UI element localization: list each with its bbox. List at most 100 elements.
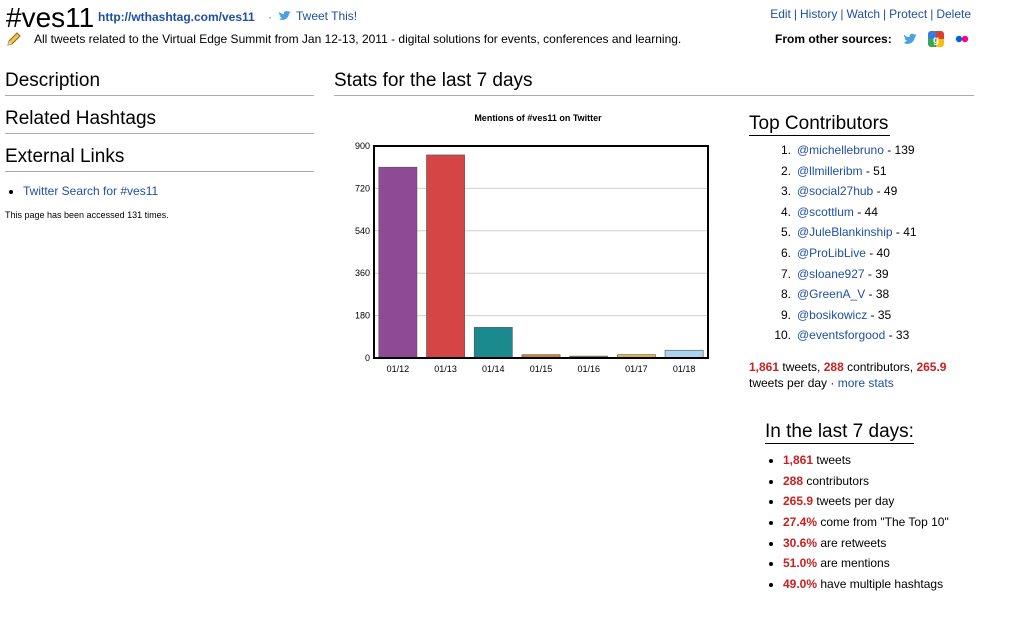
stat-item: 51.0% are mentions: [783, 553, 985, 574]
google-icon[interactable]: g: [927, 31, 944, 47]
stat-value: 51.0%: [783, 556, 818, 571]
stats-section: Stats for the last 7 days: [334, 70, 974, 96]
contributor-handle-link[interactable]: @sloane927: [797, 266, 865, 281]
edit-link[interactable]: Edit: [770, 7, 791, 21]
svg-text:g: g: [933, 35, 939, 46]
description-heading: Description: [5, 70, 314, 96]
summary-per-day: 265.9: [916, 360, 947, 374]
contributor-item: 7. @sloane927 - 39: [771, 264, 974, 285]
chart-bar: [378, 166, 418, 359]
stat-value: 265.9: [783, 494, 814, 509]
stat-label: are mentions: [817, 556, 890, 571]
stat-label: tweets: [813, 453, 852, 467]
x-tick-label: 01/14: [482, 364, 505, 374]
tweet-this-button[interactable]: Tweet This!: [278, 9, 357, 23]
description-row: All tweets related to the Virtual Edge S…: [6, 31, 681, 47]
contributor-item: 10. @eventsforgood - 33: [771, 325, 974, 346]
contributor-rank: 2.: [780, 163, 791, 178]
stat-label: tweets per day: [813, 494, 895, 509]
flickr-icon[interactable]: [954, 31, 970, 47]
stat-label: come from "The Top 10": [817, 515, 949, 530]
short-url-link[interactable]: http://wthashtag.com/ves11: [98, 10, 255, 24]
list-item: Twitter Search for #ves11: [23, 184, 314, 198]
contributor-count: - 33: [885, 328, 910, 343]
page-title: #ves11: [6, 2, 95, 33]
twitter-search-link[interactable]: Twitter Search for #ves11: [23, 184, 159, 198]
contributor-count: - 35: [867, 307, 892, 322]
contributor-rank: 3.: [780, 184, 791, 199]
contributor-item: 3. @social27hub - 49: [771, 181, 974, 202]
contributor-handle-link[interactable]: @eventsforgood: [797, 328, 886, 343]
x-tick-label: 01/17: [625, 364, 648, 374]
delete-link[interactable]: Delete: [936, 7, 971, 21]
contributor-handle-link[interactable]: @michellebruno: [797, 143, 884, 157]
contributor-handle-link[interactable]: @llmilleribm: [797, 163, 863, 178]
stat-item: 1,861 tweets: [783, 450, 985, 471]
contributor-rank: 8.: [780, 287, 791, 302]
contributor-item: 8. @GreenA_V - 38: [771, 284, 974, 305]
contributor-handle-link[interactable]: @social27hub: [797, 184, 874, 199]
contributor-rank: 5.: [780, 225, 791, 240]
contributor-item: 5. @JuleBlankinship - 41: [771, 222, 974, 243]
contributor-count: - 49: [873, 184, 898, 199]
contributor-rank: 1.: [780, 143, 791, 157]
stat-label: have multiple hashtags: [817, 577, 944, 592]
access-note: This page has been accessed 131 times.: [5, 210, 169, 220]
watch-link[interactable]: Watch: [846, 7, 881, 21]
contributor-rank: 10.: [774, 328, 791, 343]
contributor-rank: 6.: [780, 245, 791, 260]
summary-tweets: 1,861: [749, 360, 780, 374]
stat-label: contributors: [803, 473, 870, 488]
contributor-handle-link[interactable]: @scottlum: [797, 204, 854, 219]
stat-value: 27.4%: [783, 515, 818, 530]
stat-value: 1,861: [783, 453, 814, 467]
page-actions: Edit | History | Watch | Protect | Delete: [770, 7, 971, 21]
contributor-handle-link[interactable]: @GreenA_V: [797, 287, 866, 302]
external-links-list: Twitter Search for #ves11: [5, 184, 314, 198]
related-hashtags-heading: Related Hashtags: [5, 108, 314, 134]
left-column: Description Related Hashtags External Li…: [5, 70, 314, 220]
contributor-count: - 39: [864, 266, 889, 281]
separator: ·: [268, 10, 272, 24]
protect-link[interactable]: Protect: [889, 7, 928, 21]
last-7-days: In the last 7 days: 1,861 tweets 288 cont…: [765, 421, 985, 595]
stat-item: 49.0% have multiple hashtags: [783, 574, 985, 595]
contributor-handle-link[interactable]: @bosikowicz: [797, 307, 868, 322]
hashtag-description: All tweets related to the Virtual Edge S…: [34, 32, 682, 46]
chart-title: Mentions of #ves11 on Twitter: [474, 113, 602, 123]
contributor-item: 4. @scottlum - 44: [771, 202, 974, 223]
summary-contributors: 288: [823, 360, 844, 374]
x-tick-label: 01/13: [434, 364, 457, 374]
tweet-this-label: Tweet This!: [296, 9, 358, 23]
contributor-count: - 41: [892, 225, 917, 240]
chart-bar: [473, 327, 513, 359]
y-tick-label: 360: [355, 268, 370, 278]
contributor-count: - 51: [862, 163, 887, 178]
y-tick-label: 180: [355, 311, 370, 321]
mentions-chart: Mentions of #ves11 on Twitter 0 180 360 540…: [338, 108, 718, 378]
x-tick-label: 01/16: [577, 364, 600, 374]
pencil-icon[interactable]: [6, 31, 22, 47]
stat-item: 27.4% come from "The Top 10": [783, 512, 985, 533]
contributor-count: - 38: [865, 287, 890, 302]
chart-bar: [426, 154, 465, 359]
y-tick-label: 720: [355, 183, 370, 193]
stat-value: 288: [783, 473, 804, 488]
stat-item: 265.9 tweets per day: [783, 491, 985, 512]
more-stats-link[interactable]: more stats: [837, 376, 894, 390]
contributor-rank: 7.: [780, 266, 791, 281]
history-link[interactable]: History: [800, 7, 838, 21]
y-tick-label: 0: [365, 353, 370, 363]
stat-value: 49.0%: [783, 577, 818, 592]
contributor-handle-link[interactable]: @JuleBlankinship: [797, 225, 893, 240]
twitter-icon[interactable]: [902, 31, 918, 47]
contributor-item: 6. @ProLibLive - 40: [771, 243, 974, 264]
stat-item: 30.6% are retweets: [783, 533, 985, 554]
contributor-rank: 9.: [780, 307, 791, 322]
top-contributors: Top Contributors 1. @michellebruno - 139 2…: [749, 113, 974, 346]
last-7-days-heading: In the last 7 days:: [765, 421, 914, 444]
stat-label: are retweets: [817, 535, 887, 550]
contributor-item: 9. @bosikowicz - 35: [771, 305, 974, 326]
contributors-list: 1. @michellebruno - 139 2. @llmilleribm - 5…: [749, 140, 974, 346]
contributor-handle-link[interactable]: @ProLibLive: [797, 245, 866, 260]
